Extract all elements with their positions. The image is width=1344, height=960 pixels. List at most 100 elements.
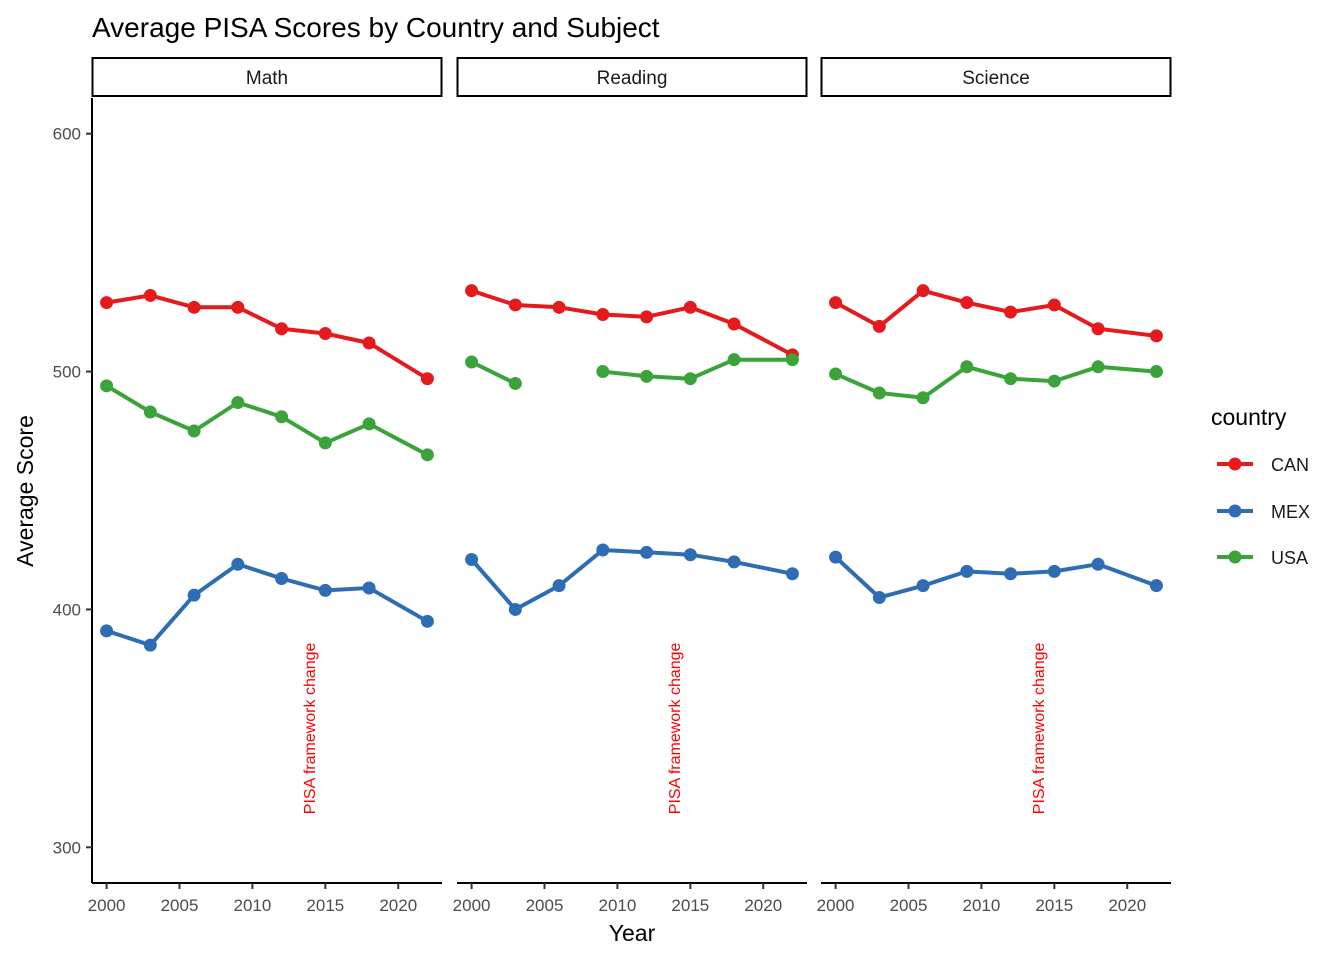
x-tick-label: 2015: [671, 896, 709, 915]
data-point: [552, 579, 566, 593]
x-tick-label: 2015: [306, 896, 344, 915]
data-point: [552, 300, 566, 314]
data-point: [916, 284, 930, 298]
data-point: [1091, 360, 1105, 374]
series-mex-science: [829, 550, 1163, 605]
data-point: [727, 353, 741, 367]
x-tick-label: 2005: [161, 896, 199, 915]
data-point: [683, 372, 697, 386]
series-can-math: [100, 288, 434, 386]
y-tick-label: 500: [53, 363, 81, 382]
x-tick-label: 2010: [234, 896, 272, 915]
data-point: [508, 602, 522, 616]
y-tick-label: 400: [53, 600, 81, 619]
x-tick-label: 2010: [963, 896, 1001, 915]
data-point: [1004, 305, 1018, 319]
facet-strip-reading: [456, 57, 808, 97]
data-point: [683, 548, 697, 562]
data-point: [508, 376, 522, 390]
series-line: [834, 288, 1157, 338]
legend-entry-mex: MEX: [1217, 502, 1310, 522]
series-mex-math: [100, 557, 434, 652]
data-point: [916, 391, 930, 405]
data-point: [187, 588, 201, 602]
facet-strip-science: [820, 57, 1172, 97]
data-point: [596, 307, 610, 321]
series-line: [105, 384, 429, 457]
data-point: [100, 296, 114, 310]
data-point: [872, 319, 886, 333]
series-usa-science: [829, 360, 1163, 405]
data-point: [231, 300, 245, 314]
data-point: [596, 365, 610, 379]
series-line: [470, 288, 794, 357]
series-can-reading: [465, 284, 799, 362]
series-line: [602, 357, 793, 381]
data-point: [1149, 365, 1163, 379]
data-point: [231, 395, 245, 409]
data-point: [640, 369, 654, 383]
data-point: [1004, 372, 1018, 386]
data-point: [465, 552, 479, 566]
facet-strip-label: Reading: [597, 68, 668, 89]
data-point: [1091, 557, 1105, 571]
data-point: [465, 284, 479, 298]
data-point: [275, 322, 289, 336]
series-usa-reading: [465, 353, 799, 390]
legend-label: CAN: [1271, 455, 1309, 475]
series-line: [106, 293, 429, 381]
data-point: [872, 386, 886, 400]
data-point: [727, 317, 741, 331]
data-point: [362, 336, 376, 350]
series-usa-math: [100, 379, 434, 462]
data-point: [1047, 564, 1061, 578]
data-point: [1091, 322, 1105, 336]
data-point: [143, 638, 157, 652]
x-tick-label: 2005: [890, 896, 928, 915]
x-tick-label: 2020: [379, 896, 417, 915]
data-point: [916, 579, 930, 593]
data-point: [785, 353, 799, 367]
data-point: [640, 310, 654, 324]
data-point: [785, 567, 799, 581]
series-line: [470, 548, 793, 612]
legend-label: USA: [1271, 548, 1308, 568]
data-point: [318, 327, 332, 340]
data-point: [596, 543, 610, 557]
series-can-science: [829, 284, 1163, 343]
x-tick-label: 2010: [599, 896, 637, 915]
y-tick-label: 600: [53, 125, 81, 144]
data-point: [318, 583, 332, 597]
y-axis-title: Average Score: [12, 415, 38, 567]
series-line: [834, 364, 1157, 400]
facet-math: Math 300 400 500 600 2000 2005 2010 2015 2020 PISA…: [53, 57, 443, 915]
data-point: [960, 296, 974, 310]
data-point: [1047, 374, 1061, 388]
data-point: [275, 572, 289, 586]
facet-reading: Reading 2000 2005 2010 2015 2020 PISA framewor…: [453, 57, 808, 915]
x-tick-label: 2015: [1035, 896, 1073, 915]
data-point: [640, 545, 654, 559]
data-point: [420, 372, 434, 386]
data-point: [960, 360, 974, 374]
legend-entry-usa: USA: [1217, 548, 1308, 568]
data-point: [508, 298, 522, 312]
chart-title: Average PISA Scores by Country and Subje…: [92, 12, 660, 43]
facet-strip-label: Math: [246, 68, 288, 89]
legend-key-point: [1228, 504, 1242, 518]
data-point: [1149, 579, 1163, 593]
data-point: [318, 436, 332, 450]
data-point: [1004, 567, 1018, 581]
facet-panels: Math 300 400 500 600 2000 2005 2010 2015 2020 PISA…: [53, 57, 1172, 915]
data-point: [465, 355, 479, 369]
data-point: [231, 557, 245, 571]
data-point: [829, 296, 843, 310]
facet-strip-math: [91, 57, 443, 97]
series-line: [470, 360, 517, 386]
framework-change-annotation: PISA framework change: [667, 642, 684, 814]
legend-title: country: [1211, 404, 1287, 430]
x-tick-label: 2020: [1108, 896, 1146, 915]
data-point: [829, 367, 843, 381]
data-point: [872, 591, 886, 605]
